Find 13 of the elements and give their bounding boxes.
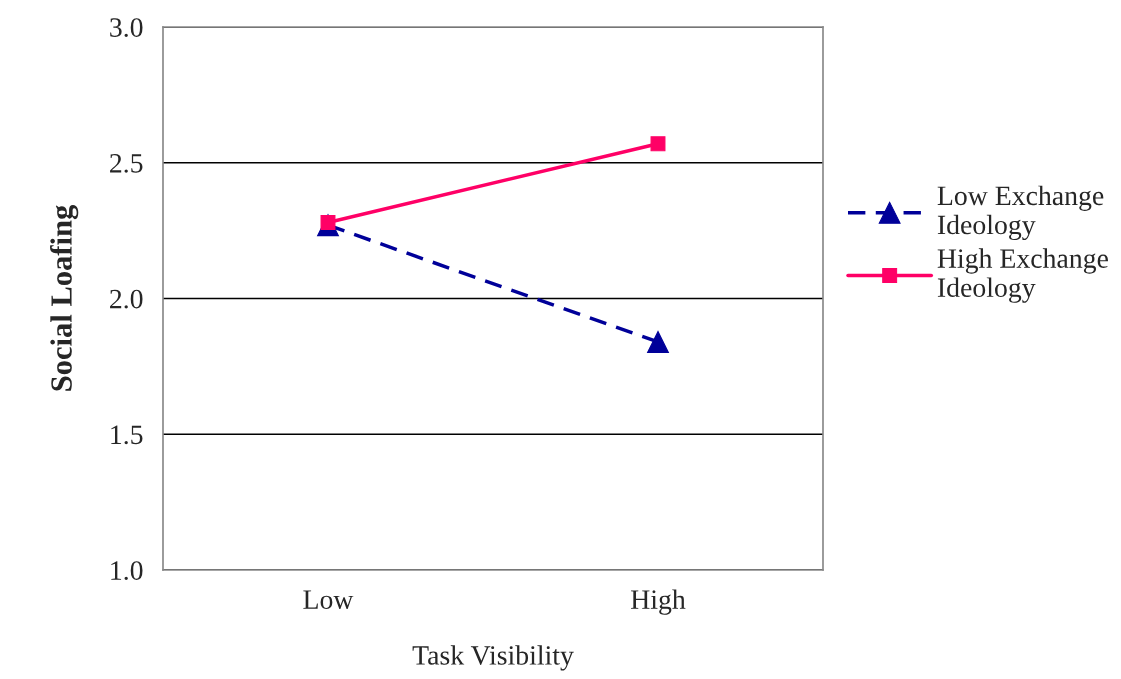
y-tick-label: 1.0 [111, 561, 143, 581]
x-tick-label: Low [303, 590, 354, 609]
legend-label: High Exchange Ideology [937, 248, 1108, 303]
y-tick-label: 2.5 [110, 153, 143, 173]
point [650, 136, 666, 152]
legend-label: Low Exchange Ideology [937, 185, 1104, 241]
x-axis-title: Task Visibility [412, 645, 574, 671]
y-tick-label: 3.0 [110, 18, 143, 38]
point [647, 331, 669, 353]
y-tick-label: 1.5 [111, 425, 143, 445]
y-axis-title: Social Loafing [50, 204, 79, 391]
x-tick-label: High [631, 589, 686, 615]
y-tick-label: 2.0 [110, 289, 143, 309]
